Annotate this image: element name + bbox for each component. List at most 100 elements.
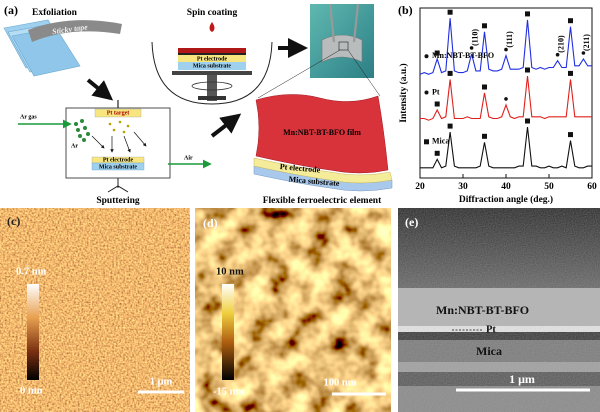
peak-marker [447,70,453,76]
pt-layer [253,157,393,184]
step-label: Flexible ferroelectric element [263,196,382,206]
scale-label: 100 nm [324,377,357,388]
peak-marker [434,150,440,156]
x-tick-label: 40 [501,182,511,192]
y-axis-title: Intensity (a.u.) [398,63,409,122]
peak-marker [482,84,487,90]
afm-d: (d) 10 nm -15 nm 100 nm [195,208,391,412]
afm-c: (c) 0.7 nm 0 nm 1 μm [0,208,190,412]
x-tick-label: 50 [544,182,554,192]
arrow [86,78,114,101]
ar-ions [74,119,90,142]
scale-label: 1 μm [150,376,173,387]
xrd-line [419,18,592,75]
gas-label: Air [184,155,193,161]
xrd-chart: (b) Intensity (a.u.) Diffraction angle (… [398,3,597,205]
zoom-line [347,49,381,97]
legend-label: Mica [432,137,449,146]
mica-layer [178,62,246,70]
peak-marker [469,46,474,50]
sputter-arrows [91,131,147,153]
colorbar-max: 10 nm [216,266,244,277]
layer-label: Mica [476,344,502,358]
panel-label: (c) [7,214,20,228]
drop [209,22,215,32]
peak-marker [434,101,440,107]
panel-label: (a) [4,3,18,17]
colorbar [27,284,39,380]
film-layer [178,53,246,55]
step-label: Spin coating [187,8,238,18]
gas-label: Ar gas [20,114,37,120]
peak-marker [434,50,440,56]
layer-label: Mica substrate [99,164,137,170]
peak-marker [555,52,560,57]
peak-marker [504,47,508,52]
spindle-base [198,96,226,100]
photo-sample [321,34,363,63]
x-tick-label: 30 [458,182,468,192]
peak-marker [482,133,487,139]
bowl [151,41,273,105]
layer-label: Pt electrode [103,157,134,163]
legend-marker [424,90,429,95]
peak-label: (111) [505,31,514,48]
pt-atoms [108,120,130,134]
peak-marker [525,118,530,124]
xrd-line [420,75,592,121]
layer-label: Pt electrode [279,162,321,175]
panel-label: (e) [405,215,418,229]
layer-label: Pt [486,324,496,335]
pt-target [94,108,142,118]
colorbar [222,284,234,380]
schematic: (a) Exfoliation Sticky tape Pt target Ar… [3,3,393,206]
spindle [207,75,217,101]
peak-marker [504,97,508,101]
peak-marker [525,11,530,17]
film-layer [178,48,246,53]
legend-label: Mn:NBT-BT-BFO [432,51,494,60]
colorbar-min: 0 nm [20,385,43,396]
peak-label: (110) [470,29,479,46]
peak-marker [568,18,573,24]
peak-marker [482,23,487,29]
panel-label: (b) [398,3,413,17]
layer-label: Mn:NBT-BT-BFO [436,303,529,317]
peak-marker [447,123,453,129]
zoom-line [257,49,341,99]
x-tick-label: 60 [587,182,597,192]
sem: (e) Mn:NBT-BT-BFO Pt Mica 1 μm [398,208,600,412]
x-axis-title: Diffraction angle (deg.) [459,194,553,205]
peak-label: (210) [556,35,565,53]
legend-marker [424,139,429,145]
peak-marker [447,9,453,15]
step-label: Exfoliation [32,8,78,18]
layer-label: Mica substrate [193,63,231,69]
peak-marker [581,51,586,55]
peak-label: (211) [582,34,591,51]
target-label: Pt target [107,110,130,116]
colorbar-max: 0.7 nm [16,266,47,277]
legend-marker [424,54,429,59]
rotation [191,81,233,91]
mica-layer [91,162,145,171]
photo-zoom [338,41,349,51]
sem-noise [398,208,600,412]
peak-marker [568,132,573,138]
colorbar-min: -15 nm [213,386,244,397]
x-tick-label: 20 [415,182,425,192]
xrd-line [420,126,592,169]
arrow [210,113,242,138]
step-label: Sputtering [96,196,140,206]
legend-label: Pt [432,87,440,96]
film-label: Mn:NBT-BT-BFO film [283,128,361,137]
chuck [172,71,252,75]
pt-layer [178,55,246,62]
peak-marker [525,67,530,73]
sticky-tape [28,20,122,42]
ar-label: Ar [71,143,78,149]
scale-label: 1 μm [509,372,535,386]
stand [107,178,129,193]
layer-label: Pt electrode [197,56,228,62]
